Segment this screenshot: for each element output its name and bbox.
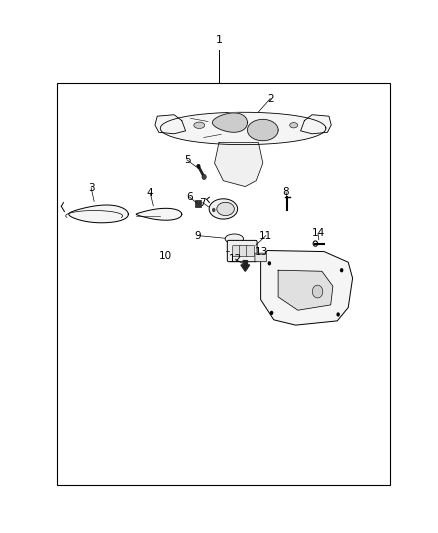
Ellipse shape [194, 122, 205, 128]
Polygon shape [136, 208, 182, 220]
FancyBboxPatch shape [240, 246, 247, 256]
Text: 4: 4 [147, 188, 154, 198]
Polygon shape [155, 115, 186, 134]
Text: 13: 13 [255, 247, 268, 256]
Ellipse shape [217, 203, 234, 216]
FancyBboxPatch shape [255, 253, 266, 262]
FancyBboxPatch shape [227, 240, 257, 262]
Text: 7: 7 [199, 198, 206, 207]
Bar [57, 83, 390, 485]
Text: 14: 14 [311, 229, 325, 238]
Text: 11: 11 [259, 231, 272, 240]
Bar [195, 200, 201, 207]
Polygon shape [215, 142, 263, 187]
Circle shape [336, 312, 340, 317]
Polygon shape [261, 251, 353, 325]
Text: 1: 1 [215, 35, 223, 45]
Circle shape [202, 174, 206, 180]
Polygon shape [241, 261, 250, 271]
Polygon shape [278, 270, 333, 310]
Ellipse shape [225, 234, 244, 244]
Text: 2: 2 [267, 94, 274, 103]
Text: 10: 10 [159, 251, 172, 261]
Circle shape [340, 268, 343, 272]
Circle shape [212, 208, 215, 212]
Text: 6: 6 [186, 192, 193, 202]
Ellipse shape [209, 199, 237, 219]
Text: 5: 5 [184, 155, 191, 165]
Text: 9: 9 [194, 231, 201, 240]
Text: 12: 12 [229, 254, 242, 264]
FancyBboxPatch shape [233, 246, 240, 256]
Text: 8: 8 [283, 187, 290, 197]
Polygon shape [300, 115, 331, 134]
Polygon shape [212, 113, 247, 132]
Circle shape [197, 164, 200, 168]
Circle shape [312, 285, 323, 298]
FancyBboxPatch shape [247, 246, 254, 256]
Polygon shape [247, 119, 278, 141]
Text: 3: 3 [88, 183, 95, 192]
Polygon shape [160, 112, 326, 144]
Circle shape [270, 311, 273, 315]
Circle shape [268, 261, 271, 265]
Polygon shape [69, 205, 128, 223]
Ellipse shape [290, 123, 298, 128]
